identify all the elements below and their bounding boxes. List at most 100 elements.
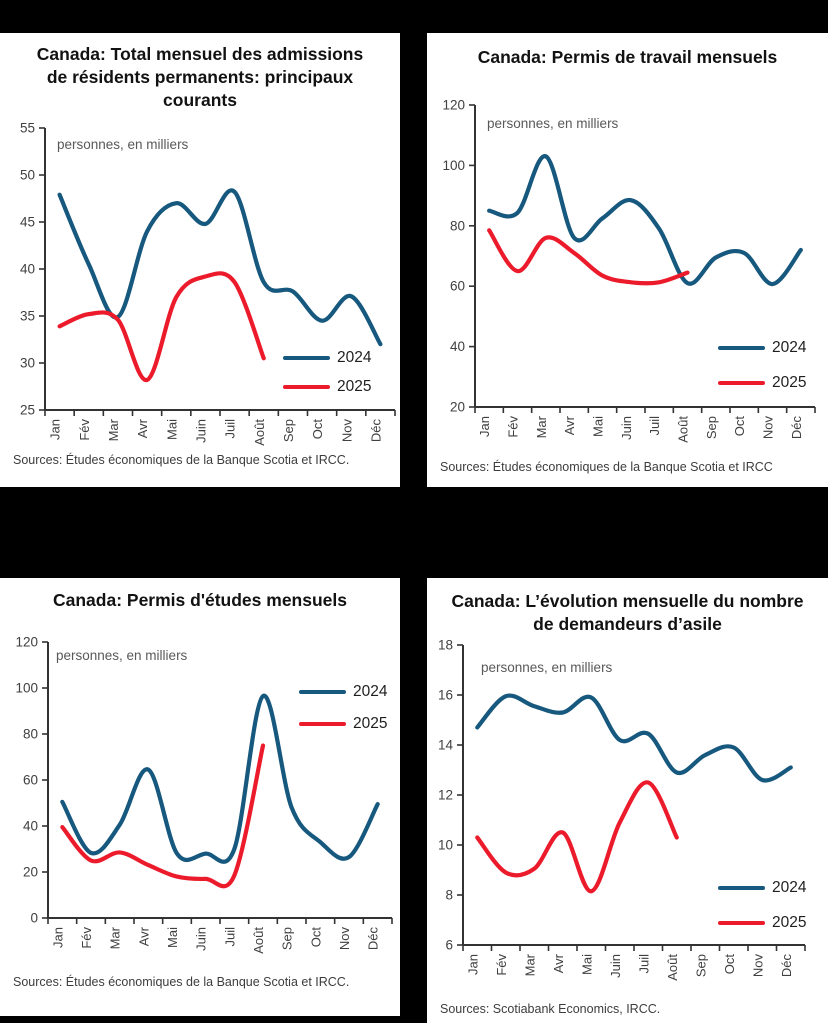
x-tick-label: Juil (222, 927, 237, 947)
legend: 2024 2025 (718, 339, 806, 392)
line-chart-svg: 120 100 80 60 40 20 Jan Fév Mar Avr Mai Juin Juil Aoû… (442, 98, 816, 443)
x-tick-label: Jan (50, 927, 65, 948)
legend-label-2025: 2025 (353, 715, 388, 732)
x-tick-label: Juin (608, 954, 623, 978)
y-tick-label: 8 (445, 888, 453, 903)
legend-item-2024: 2024 (283, 349, 371, 367)
axis-unit-label: personnes, en milliers (56, 648, 188, 663)
legend-item-2025: 2025 (283, 378, 371, 396)
x-tick-label: Mar (108, 926, 123, 949)
y-tick-label: 120 (442, 98, 465, 113)
x-tick-label: Fév (77, 419, 92, 441)
x-tick-label: Déc (366, 927, 381, 951)
y-tick-label: 50 (20, 168, 35, 183)
axis-unit-label: personnes, en milliers (57, 137, 189, 152)
y-tick-label: 40 (20, 262, 35, 277)
legend-label-2025: 2025 (337, 378, 372, 395)
chart-panel-asylum-claimants: Canada: L’évolution mensuelle du nombre … (427, 578, 828, 1023)
legend-item-2024: 2024 (718, 879, 806, 897)
y-tick-label: 40 (23, 819, 38, 834)
series-line-2024 (475, 693, 793, 783)
y-tick-label: 40 (450, 339, 465, 354)
y-tick-label: 100 (442, 158, 465, 173)
chart-title: Canada: Permis de travail mensuels (477, 47, 778, 67)
legend-line-2024 (718, 886, 765, 890)
chart-title: Canada: Permis d'études mensuels (53, 590, 347, 610)
y-tick-label: 20 (23, 865, 38, 880)
y-tick-label: 25 (20, 403, 35, 418)
y-tick-label: 12 (438, 788, 453, 803)
series-line-2024 (60, 693, 380, 864)
series-line-2024 (487, 154, 803, 287)
y-tick-label: 80 (450, 218, 465, 233)
x-tick-label: Nov (761, 416, 776, 440)
chart-title: Canada: Total mensuel des admissions de … (36, 44, 364, 111)
legend-item-2024: 2024 (299, 683, 387, 701)
x-tick-label: Nov (337, 927, 352, 951)
x-tick-label: Mar (106, 418, 121, 441)
series-line-2025 (60, 743, 266, 889)
legend-line-2024 (299, 690, 346, 694)
y-tick-label: 35 (20, 309, 35, 324)
y-tick-label: 80 (23, 727, 38, 742)
series-line-2024 (57, 188, 383, 347)
x-tick-label: Août (252, 419, 267, 446)
legend-label-2024: 2024 (337, 349, 372, 366)
legend-line-2025 (718, 381, 765, 385)
x-tick-label: Mar (534, 415, 549, 438)
chart-panel-permanent-resident-admissions: Canada: Total mensuel des admissions de … (0, 33, 400, 487)
x-tick-label: Déc (789, 416, 804, 440)
axis-unit-label: personnes, en milliers (481, 660, 613, 675)
legend-item-2024: 2024 (718, 339, 806, 357)
x-tick-label: Juil (647, 416, 662, 436)
x-tick-label: Oct (732, 416, 747, 437)
legend-line-2025 (283, 385, 330, 389)
y-tick-label: 45 (20, 215, 35, 230)
x-tick-label: Fév (494, 954, 509, 976)
x-tick-label: Avr (135, 418, 150, 438)
y-tick-label: 55 (20, 121, 35, 136)
y-tick-label: 10 (438, 838, 453, 853)
legend-item-2025: 2025 (718, 374, 806, 392)
x-tick-label: Jan (465, 954, 480, 975)
chart-panel-work-permits: Canada: Permis de travail mensuels perso… (427, 33, 828, 487)
legend-label-2025: 2025 (772, 914, 807, 931)
x-tick-label: Juin (194, 927, 209, 951)
line-chart-svg: 120 100 80 60 40 20 0 Jan Fév Mar Avr Mai Juin Juil Ao… (15, 635, 393, 954)
x-tick-label: Août (251, 927, 266, 954)
legend: 2024 2025 (283, 349, 371, 396)
y-tick-label: 100 (15, 681, 38, 696)
y-tick-label: 20 (450, 400, 465, 415)
x-tick-label: Mar (522, 953, 537, 976)
x-tick-label: Oct (310, 419, 325, 440)
line-chart-svg: 55 50 45 40 35 30 25 Jan Fév Mar Avr Mai Juin Juil Aoû… (20, 121, 396, 446)
x-tick-label: Déc (779, 954, 794, 978)
x-tick-label: Mai (165, 927, 180, 948)
x-tick-label: Oct (308, 927, 323, 948)
x-tick-label: Déc (368, 419, 383, 443)
x-tick-label: Fév (506, 416, 521, 438)
y-tick-label: 120 (15, 635, 38, 650)
y-tick-label: 6 (445, 938, 453, 953)
y-tick-label: 16 (438, 688, 453, 703)
legend-label-2025: 2025 (772, 374, 807, 391)
chart-panel-study-permits: Canada: Permis d'études mensuels personn… (0, 578, 400, 1016)
legend-line-2025 (299, 722, 346, 726)
series-line-2025 (475, 780, 679, 894)
x-tick-label: Jan (48, 419, 63, 440)
x-tick-label: Mai (164, 419, 179, 440)
legend-line-2024 (718, 346, 765, 350)
x-tick-label: Août (665, 954, 680, 981)
y-tick-label: 14 (438, 738, 454, 753)
x-tick-label: Nov (339, 419, 354, 443)
x-tick-label: Sep (281, 419, 296, 442)
legend-item-2025: 2025 (299, 715, 387, 733)
y-tick-label: 60 (450, 279, 465, 294)
x-tick-label: Oct (722, 954, 737, 975)
x-tick-label: Sep (693, 954, 708, 977)
x-tick-label: Mai (591, 416, 606, 437)
x-tick-label: Juil (636, 954, 651, 974)
source-note: Sources: Scotiabank Economics, IRCC. (440, 1002, 661, 1016)
legend-item-2025: 2025 (718, 914, 806, 932)
series-line-2025 (487, 228, 690, 286)
